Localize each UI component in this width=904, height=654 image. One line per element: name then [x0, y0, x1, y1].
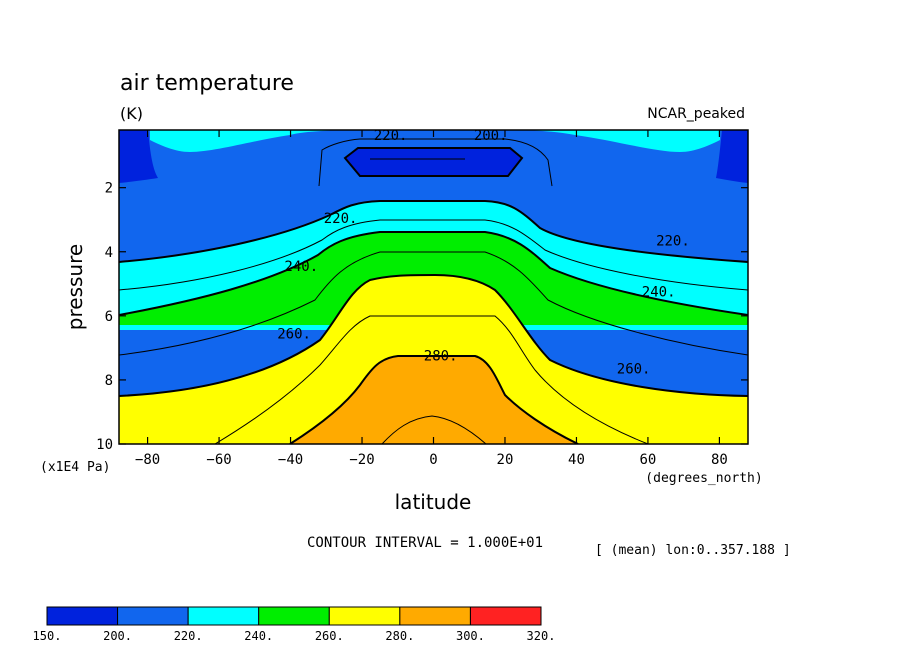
colorbar-swatch [117, 606, 189, 626]
x-tick-label: −80 [135, 452, 160, 468]
contour-label: 220. [324, 211, 358, 227]
contour-270 [214, 315, 649, 444]
y-axis: 2 4 6 8 10 [96, 181, 748, 453]
y-axis-units: (x1E4 Pa) [40, 460, 110, 475]
mean-note: [ (mean) lon:0..357.188 ] [595, 543, 791, 558]
colorbar-level-label: 280. [385, 629, 414, 643]
contour-lines [119, 138, 748, 444]
colorbar-swatch [46, 606, 119, 626]
colorbar-swatch [258, 606, 330, 626]
contour-280 [289, 355, 579, 444]
colorbar-swatch [469, 606, 542, 626]
y-tick-label: 2 [105, 181, 113, 197]
colorbar-level-label: 260. [315, 629, 344, 643]
x-tick-label: −20 [349, 452, 374, 468]
x-tick-label: 20 [497, 452, 514, 468]
chart-title: air temperature [120, 71, 294, 96]
band-200-top-center [345, 148, 522, 176]
contour-label: 200. [474, 128, 508, 144]
colorbar-level-label: 320. [527, 629, 556, 643]
contour-200 [343, 147, 524, 177]
band-280-300 [290, 356, 578, 444]
contour-260 [119, 273, 748, 397]
x-axis: −80 −60 −40 −20 0 20 40 60 80 [135, 130, 728, 468]
y-tick-label: 6 [105, 309, 113, 325]
contour-290 [381, 415, 487, 444]
y-axis-label: pressure [63, 244, 87, 330]
contour-labels: 220. 220. 220. 200. 240. 240. 260. 260. 280. [277, 128, 690, 378]
y-tick-label: 10 [96, 437, 113, 453]
contour-label: 220. [656, 233, 690, 249]
contour-230 [119, 219, 748, 291]
x-tick-label: 40 [568, 452, 585, 468]
colorbar-level-label: 240. [244, 629, 273, 643]
contour-interval-note: CONTOUR INTERVAL = 1.000E+01 [307, 535, 543, 551]
contour-240 [119, 231, 748, 316]
x-axis-units: (degrees_north) [645, 471, 762, 486]
contour-label: 220. [374, 128, 408, 144]
contour-label: 280. [424, 349, 458, 365]
x-tick-label: −40 [278, 452, 303, 468]
x-tick-label: 80 [711, 452, 728, 468]
y-tick-label: 8 [105, 373, 113, 389]
band-220-cap-top [150, 130, 340, 152]
chart-units: (K) [120, 104, 143, 123]
colorbar-level-label: 220. [174, 629, 203, 643]
colorbar-swatch [399, 606, 471, 626]
contour-220 [119, 200, 748, 263]
colorbar-swatch [328, 606, 401, 626]
x-tick-label: −60 [206, 452, 231, 468]
contour-label: 260. [617, 362, 651, 378]
dataset-label: NCAR_peaked [647, 106, 745, 122]
colorbar: 150. 200. 220. 240. 260. 280. 300. 320. [33, 606, 556, 643]
contour-fills [119, 130, 748, 444]
colorbar-swatch [187, 606, 260, 626]
x-axis-label: latitude [395, 490, 472, 514]
y-tick-label: 4 [105, 245, 113, 261]
contour-250 [119, 251, 748, 356]
contour-label: 240. [642, 285, 676, 301]
x-tick-label: 0 [429, 452, 437, 468]
contour-label: 260. [277, 326, 311, 342]
x-tick-label: 60 [640, 452, 657, 468]
colorbar-level-label: 300. [456, 629, 485, 643]
colorbar-level-label: 200. [103, 629, 132, 643]
band-220-cap-top-right [525, 130, 720, 152]
band-200-right-corner [716, 130, 748, 183]
band-200-left-corner [119, 130, 158, 183]
contour-210 [318, 138, 553, 187]
contour-label: 240. [284, 259, 318, 275]
colorbar-level-label: 150. [33, 629, 62, 643]
